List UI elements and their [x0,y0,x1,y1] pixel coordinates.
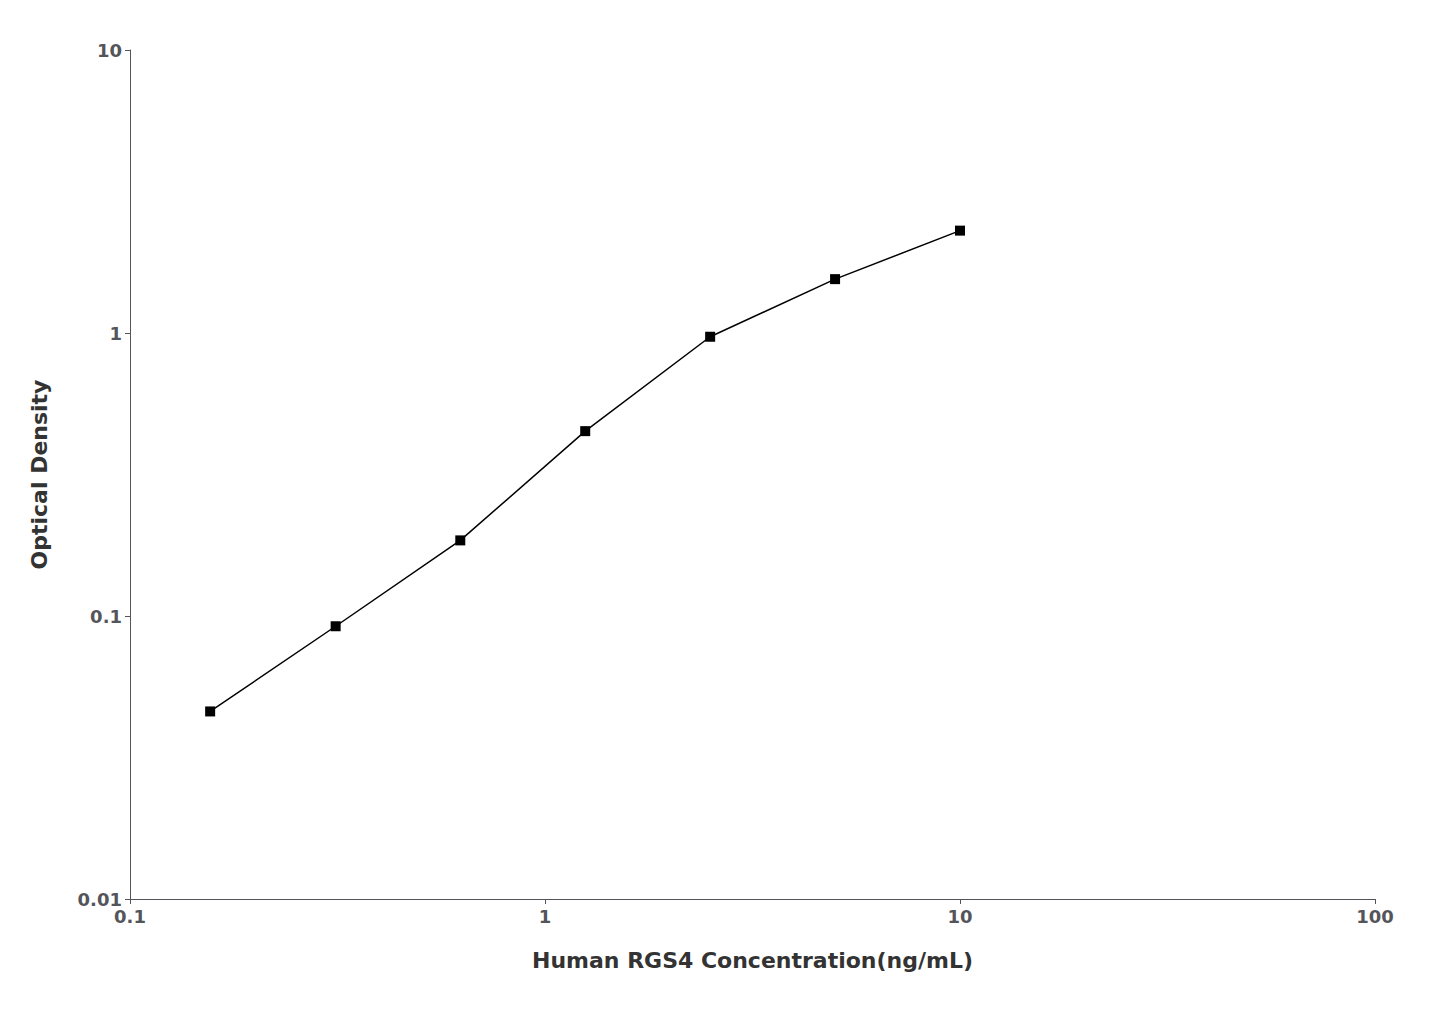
svg-text:Optical Density: Optical Density [27,380,52,570]
svg-text:0.1: 0.1 [114,906,146,927]
svg-text:1: 1 [109,323,122,344]
svg-text:Human RGS4 Concentration(ng/mL: Human RGS4 Concentration(ng/mL) [532,948,973,973]
svg-text:1: 1 [539,906,552,927]
svg-text:10: 10 [97,40,122,61]
svg-text:0.01: 0.01 [77,888,122,910]
svg-text:10: 10 [947,906,972,927]
svg-text:0.1: 0.1 [90,606,122,627]
svg-text:100: 100 [1356,906,1394,927]
